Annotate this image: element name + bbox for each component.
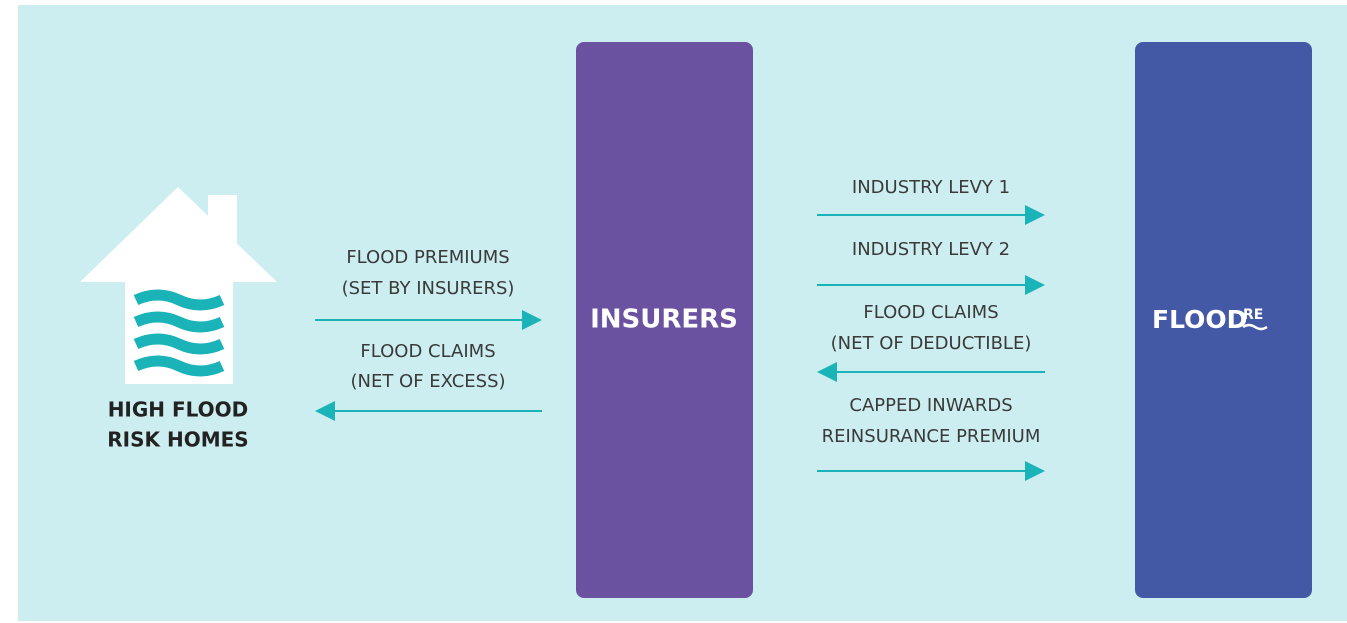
flow-label: REINSURANCE PREMIUM xyxy=(822,426,1041,447)
flow-label: FLOOD CLAIMS xyxy=(360,341,495,362)
floodre-box xyxy=(1135,42,1312,598)
node-label: INSURERS xyxy=(590,305,738,335)
flow-label: FLOOD PREMIUMS xyxy=(346,247,509,268)
logo-suffix: RE xyxy=(1243,307,1263,323)
node-label: RISK HOMES xyxy=(107,428,248,452)
flow-label: (SET BY INSURERS) xyxy=(342,278,515,299)
house-icon xyxy=(80,187,277,384)
flow-label: CAPPED INWARDS xyxy=(849,395,1012,416)
flow-label: INDUSTRY LEVY 1 xyxy=(852,177,1010,198)
flow-label: FLOOD CLAIMS xyxy=(863,302,998,323)
flow-label: (NET OF DEDUCTIBLE) xyxy=(831,333,1032,354)
node-label: FLOOD xyxy=(1152,305,1247,334)
flow-label: INDUSTRY LEVY 2 xyxy=(852,239,1010,260)
insurers-box xyxy=(576,42,753,598)
logo-wave xyxy=(1242,323,1268,331)
flow-label: (NET OF EXCESS) xyxy=(350,371,505,392)
node-label: HIGH FLOOD xyxy=(108,398,249,422)
